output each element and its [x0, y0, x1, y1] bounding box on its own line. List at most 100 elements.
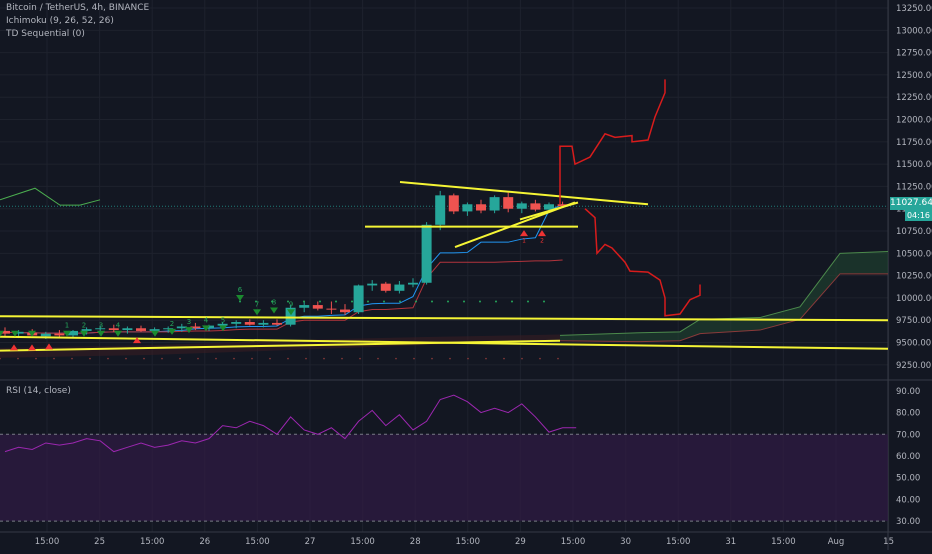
td-count-label: 2	[82, 322, 86, 330]
td-count-label: 5	[221, 316, 225, 324]
kijun-line	[4, 259, 563, 334]
candle-body	[408, 282, 418, 285]
td-resistance-dot	[539, 357, 541, 360]
td-resistance-dot	[125, 357, 127, 360]
td-sell-setup-marker	[28, 330, 36, 337]
td-resistance-dot	[449, 357, 451, 360]
td-resistance-dot	[485, 357, 487, 360]
cloud-senkou-a	[559, 251, 889, 336]
candle-body	[367, 283, 378, 286]
candle-body	[258, 322, 269, 325]
time-tick-label: 15:00	[350, 537, 375, 547]
candle-body	[285, 307, 296, 325]
rsi-band	[0, 434, 888, 522]
td-resistance-dot	[35, 357, 37, 360]
td-resistance-dot	[215, 357, 217, 360]
candle-body	[462, 204, 473, 212]
td-sell-setup-marker	[219, 325, 227, 332]
yellow-trendline	[519, 201, 579, 221]
candle-body	[217, 323, 228, 326]
legend-symbol: Bitcoin / TetherUS, 4h, BINANCE	[6, 3, 150, 13]
rsi-tick-label: 80.00	[896, 409, 920, 419]
price-tick-label: 12250.00	[896, 93, 932, 103]
countdown-tag: 04:16	[905, 210, 932, 221]
td-support-dot	[303, 300, 305, 303]
td-buy-setup-marker	[538, 230, 546, 237]
price-tick-label: 12000.00	[896, 116, 932, 126]
candle-body	[0, 330, 10, 334]
td-count-label: 7	[255, 300, 259, 308]
td-support-dot	[511, 300, 513, 303]
td-support-dot	[463, 300, 465, 303]
drawings: 1 2 3 4 2 3 4 5 6 7 8 9 1 2	[0, 79, 889, 360]
td-resistance-dot	[467, 357, 469, 360]
td-sell-setup-marker	[97, 330, 105, 337]
candle-body	[149, 329, 160, 331]
candle-body	[516, 203, 527, 209]
price-tick-label: 11750.00	[896, 138, 932, 148]
bearish-projection-path	[584, 208, 701, 317]
td-buy-setup-marker	[45, 343, 53, 350]
td-resistance-dot	[395, 357, 397, 360]
time-tick-label: 15:00	[456, 537, 481, 547]
candle-body	[81, 329, 92, 331]
candle-body	[244, 322, 255, 325]
candle-body	[340, 309, 350, 313]
candle-body	[326, 308, 337, 310]
candle-body	[557, 204, 568, 207]
time-tick-label: 26	[199, 537, 210, 547]
td-resistance-dot	[17, 357, 19, 360]
td-support-dot	[431, 300, 433, 303]
td-sell-setup-marker	[236, 295, 244, 302]
td-resistance-dot	[0, 357, 1, 360]
td-count-label: 1	[65, 322, 69, 330]
chikou-line	[0, 187, 101, 206]
td-support-dot	[415, 300, 417, 303]
candle-body	[13, 331, 24, 334]
td-resistance-dot	[341, 357, 343, 360]
td-support-dot	[351, 300, 353, 303]
td-resistance-dot	[557, 357, 559, 360]
td-count-label: 8	[272, 299, 276, 307]
td-sell-setup-marker	[168, 328, 176, 335]
td-resistance-dot	[359, 357, 361, 360]
candle-body	[476, 204, 486, 211]
legend-ichimoku: Ichimoku (9, 26, 52, 26)	[6, 16, 114, 26]
td-resistance-dot	[197, 357, 199, 360]
td-resistance-dot	[179, 357, 181, 360]
td-count-label: 4	[116, 322, 121, 330]
candle-body	[299, 305, 310, 308]
bullish-projection-path	[559, 79, 666, 205]
td-support-dot	[367, 300, 369, 303]
td-sell-setup-marker	[11, 330, 19, 337]
td-count-label: 6	[238, 286, 243, 294]
td-resistance-dot	[233, 357, 235, 360]
time-tick-label: 29	[515, 537, 526, 547]
axes: 13250.0013000.0012750.0012500.0012250.00…	[35, 4, 932, 547]
time-tick-label: 15:00	[140, 537, 165, 547]
td-sell-setup-marker	[114, 330, 122, 337]
td-support-dot	[287, 300, 289, 303]
price-tick-label: 13000.00	[896, 26, 932, 36]
price-tick-label: 10750.00	[896, 227, 932, 237]
price-tick-label: 9500.00	[896, 339, 931, 349]
rsi-tick-label: 40.00	[896, 495, 920, 505]
td-count-label: 4	[204, 316, 209, 324]
td-resistance-dot	[413, 357, 415, 360]
time-tick-label: 15:00	[666, 537, 691, 547]
candle-body	[136, 328, 146, 331]
time-tick-label: 28	[410, 537, 421, 547]
price-tick-label: 10000.00	[896, 294, 932, 304]
cloud-fill	[560, 251, 888, 342]
rsi-tick-label: 50.00	[896, 474, 920, 484]
yellow-trendline	[0, 339, 561, 352]
price-tick-label: 12500.00	[896, 71, 932, 81]
time-tick-label: 30	[620, 537, 631, 547]
rsi-tick-label: 90.00	[896, 387, 920, 397]
td-support-dot	[271, 300, 273, 303]
candle-body	[108, 328, 119, 331]
td-support-dot	[319, 300, 321, 303]
td-resistance-dot	[269, 357, 271, 360]
